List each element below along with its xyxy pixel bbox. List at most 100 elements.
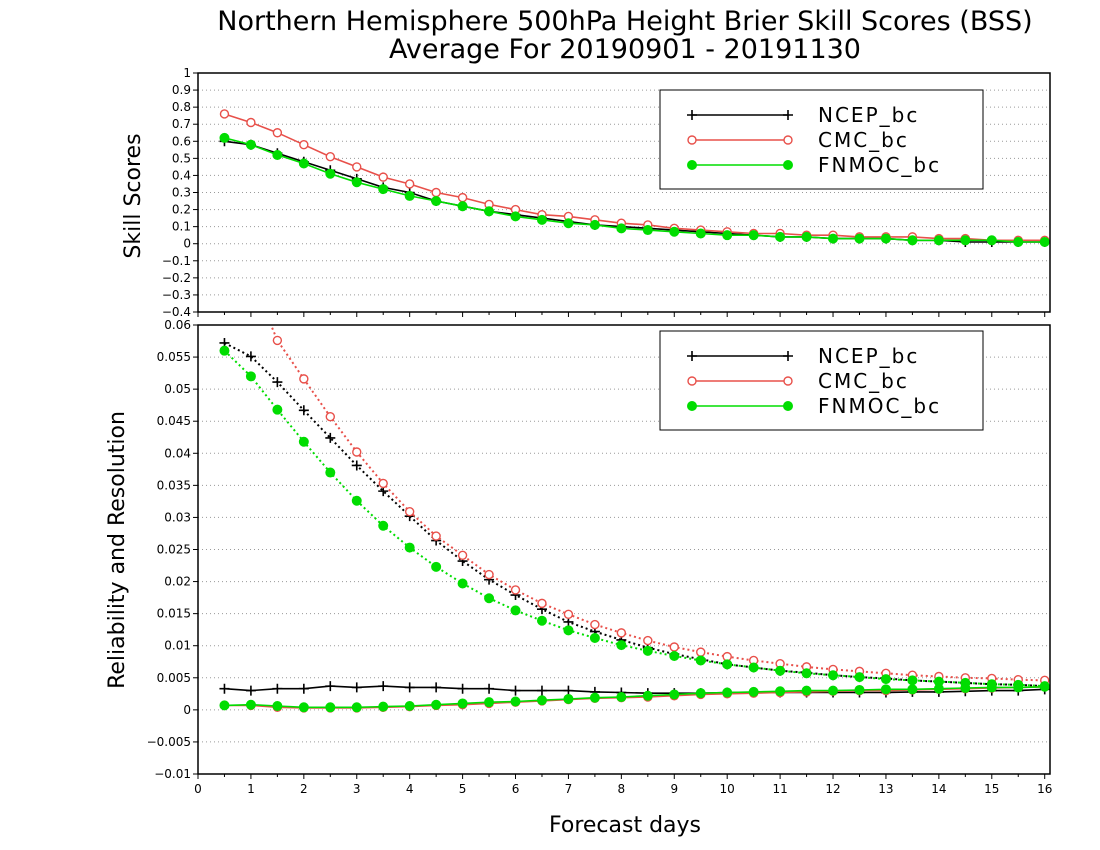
- bottom-series-ncep-bc-resolution-point: [219, 683, 230, 694]
- bottom-series-cmc-bc-reliability-point: [325, 412, 335, 422]
- top-series-fnmoc-bc-point: [484, 206, 495, 217]
- top-y-tick-label: 0.8: [172, 100, 191, 114]
- top-y-axis-label: Skill Scores: [121, 133, 146, 258]
- top-series-fnmoc-bc-point: [801, 231, 812, 242]
- bottom-series-fnmoc-bc-resolution-point: [907, 684, 918, 695]
- bottom-series-fnmoc-bc-reliability-point: [563, 625, 574, 636]
- bottom-series-fnmoc-bc-reliability-point: [722, 659, 733, 670]
- bottom-series-ncep-bc-resolution-point: [378, 681, 389, 692]
- bottom-series-fnmoc-bc-resolution-point: [484, 697, 495, 708]
- top-series-fnmoc-bc-point: [1013, 237, 1024, 248]
- bottom-y-tick-label: 0.015: [157, 607, 191, 621]
- bottom-series-fnmoc-bc-resolution-point: [589, 692, 600, 703]
- bottom-series-fnmoc-bc-resolution-point: [801, 685, 812, 696]
- top-series-fnmoc-bc-point: [245, 139, 256, 150]
- bottom-series-ncep-bc-reliability-line: [224, 342, 1045, 688]
- bottom-legend-marker-fnmoc-bc: [783, 401, 793, 411]
- top-y-tick-label: 0.7: [172, 117, 191, 131]
- top-y-tick-label: 0.2: [172, 203, 191, 217]
- bottom-series-fnmoc-bc-resolution-point: [775, 686, 786, 697]
- bottom-series-fnmoc-bc-resolution-point: [669, 689, 680, 700]
- bottom-series-cmc-bc-reliability-point: [431, 531, 441, 541]
- bottom-series-cmc-bc-reliability-point: [272, 335, 283, 346]
- reliability-resolution-panel: −0.01 −0.005 0 0.005 0.01 0.015 0.02 0.025 0.03 0…: [147, 318, 1053, 796]
- bottom-y-tick-label: −0.01: [154, 767, 191, 781]
- bottom-series-fnmoc-bc-reliability-point: [828, 670, 839, 681]
- bottom-frame: [197, 324, 1051, 775]
- bottom-series-fnmoc-bc-reliability-point: [536, 615, 547, 626]
- top-series-cmc-bc-point: [299, 139, 309, 150]
- bottom-series-fnmoc-bc-resolution-point: [933, 683, 944, 694]
- bottom-series-fnmoc-bc-reliability-point: [245, 371, 256, 382]
- bottom-series-fnmoc-bc-reliability-point: [642, 645, 653, 656]
- top-series-fnmoc-bc-point: [298, 158, 309, 169]
- top-series-fnmoc-bc-point: [325, 168, 336, 179]
- top-series-fnmoc-bc-point: [219, 132, 230, 143]
- bottom-series-cmc-bc-reliability: [269, 325, 1050, 686]
- top-series-cmc-bc-point: [404, 179, 415, 189]
- bottom-x-tick-label: 1: [247, 782, 255, 796]
- top-y-tick-label: 0.4: [172, 168, 191, 182]
- top-series-fnmoc-bc-point: [536, 214, 547, 225]
- bottom-series-cmc-bc-reliability-point: [457, 550, 468, 560]
- bottom-series-ncep-bc-resolution-point: [325, 681, 336, 692]
- bottom-series-fnmoc-bc-reliability-point: [616, 640, 627, 651]
- bottom-series-fnmoc-bc-resolution-point: [1013, 682, 1024, 693]
- bottom-y-tick-label: 0.05: [164, 382, 191, 396]
- top-series-fnmoc-bc-point: [563, 218, 574, 229]
- bottom-series-ncep-bc-resolution-point: [272, 683, 283, 694]
- bottom-series-fnmoc-bc-resolution-point: [457, 698, 468, 709]
- bottom-series-fnmoc-bc-resolution-point: [616, 692, 627, 703]
- bottom-series-cmc-bc-reliability-point: [378, 478, 388, 489]
- top-y-tick-label: 0.9: [172, 83, 191, 97]
- top-series-fnmoc-bc-point: [457, 201, 468, 212]
- bottom-y-axis-label: Reliability and Resolution: [105, 411, 130, 689]
- top-series-cmc-bc: [219, 109, 1050, 246]
- top-legend-marker-ncep-bc: [783, 110, 793, 120]
- bottom-series-fnmoc-bc-resolution-point: [642, 690, 653, 701]
- bottom-series-fnmoc-bc-resolution-point: [563, 693, 574, 704]
- top-series-cmc-bc-point: [272, 128, 283, 138]
- bottom-series-cmc-bc-reliability-point: [537, 598, 547, 609]
- top-series-fnmoc-bc-point: [351, 177, 362, 188]
- top-series-fnmoc-bc-point: [642, 225, 653, 236]
- bottom-y-tick-label: 0.045: [157, 414, 191, 428]
- bottom-series-fnmoc-bc-reliability-point: [325, 467, 336, 478]
- bottom-series-fnmoc-bc-reliability-point: [404, 542, 415, 553]
- bottom-series-fnmoc-bc-resolution-point: [245, 699, 256, 710]
- bottom-series-fnmoc-bc-resolution-point: [272, 701, 283, 712]
- bottom-series-fnmoc-bc-reliability-point: [695, 655, 706, 666]
- bottom-y-tick-label: 0.04: [164, 446, 191, 460]
- bottom-series-fnmoc-bc-resolution: [219, 681, 1050, 713]
- bottom-series-fnmoc-bc-resolution-point: [351, 702, 362, 713]
- top-series-fnmoc-bc-point: [1039, 237, 1050, 248]
- bottom-series-ncep-bc-resolution-point: [536, 685, 547, 696]
- top-legend-label-cmc-bc: CMC_bc: [818, 128, 909, 152]
- top-series-fnmoc-bc-point: [404, 190, 415, 201]
- top-legend-marker-ncep-bc: [687, 110, 697, 120]
- bottom-y-tick-label: 0.035: [157, 478, 191, 492]
- top-plot-area: [219, 109, 1050, 248]
- top-series-fnmoc-bc-point: [748, 230, 759, 241]
- top-series-fnmoc-bc-point: [616, 223, 627, 234]
- top-y-tick-label: −0.3: [162, 288, 191, 302]
- bottom-series-fnmoc-bc-reliability-point: [589, 633, 600, 644]
- bottom-x-tick-label: 13: [878, 782, 893, 796]
- bottom-series-fnmoc-bc-reliability-point: [907, 675, 918, 686]
- top-series-cmc-bc-point: [352, 162, 362, 172]
- bottom-series-fnmoc-bc-resolution-point: [854, 684, 865, 695]
- bottom-x-tick-label: 9: [670, 782, 678, 796]
- top-legend-marker-fnmoc-bc: [687, 160, 697, 170]
- top-y-tick-label: 0: [183, 237, 191, 251]
- top-series-fnmoc-bc: [219, 132, 1050, 248]
- bottom-x-tick-label: 5: [459, 782, 467, 796]
- bottom-series-fnmoc-bc-resolution-point: [1039, 681, 1050, 692]
- bottom-series-fnmoc-bc-resolution-point: [404, 701, 415, 712]
- top-series-fnmoc-bc-point: [933, 235, 944, 246]
- top-series-fnmoc-bc-point: [880, 233, 891, 244]
- skill-score-panel: −0.4 −0.3 −0.2 −0.1 0 0.1 0.2 0.3 0.4 0.5 0.6 0.7 0.…: [162, 66, 1051, 319]
- bottom-series-fnmoc-bc-resolution-point: [986, 682, 997, 693]
- bottom-y-tick-label: 0.055: [157, 350, 191, 364]
